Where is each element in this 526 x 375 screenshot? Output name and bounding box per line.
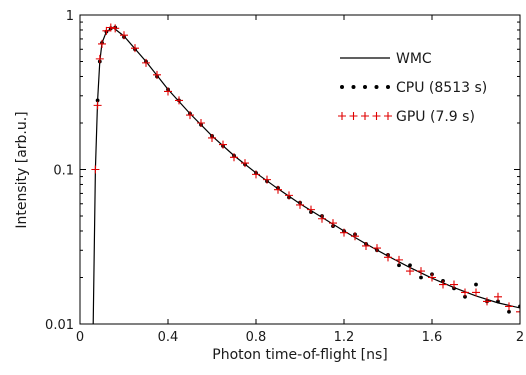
gpu-point (91, 165, 100, 174)
legend-dot-marker (386, 85, 390, 89)
gpu-point (274, 185, 282, 194)
gpu-point (263, 175, 271, 184)
gpu-point (142, 58, 150, 67)
gpu-point (428, 273, 436, 282)
legend-dot-marker (351, 85, 356, 89)
gpu-point (395, 255, 403, 264)
gpu-point (175, 96, 183, 105)
x-tick-label: 0.8 (246, 330, 267, 345)
legend-label: GPU (7.9 s) (396, 109, 475, 125)
gpu-point (93, 101, 102, 110)
gpu-point (439, 280, 447, 289)
cpu-point (507, 309, 511, 314)
gpu-point (494, 292, 502, 301)
legend-plus-marker (349, 112, 358, 120)
gpu-point (406, 267, 414, 276)
cpu-point (408, 263, 412, 268)
legend: WMC CPU (8513 s) GPU (7.9 s) (338, 51, 487, 125)
legend-entry-0: WMC (340, 51, 432, 67)
gpu-point (318, 214, 326, 223)
gpu-point (164, 87, 172, 96)
gpu-point (197, 118, 205, 127)
gpu-point (505, 302, 513, 311)
gpu-point (98, 39, 106, 48)
gpu-point (219, 140, 227, 149)
y-tick-label: 0.1 (53, 164, 74, 179)
y-tick-label: 1 (66, 9, 74, 24)
cpu-point (95, 98, 100, 103)
gpu-point (340, 228, 348, 237)
cpu-point (463, 294, 467, 299)
x-tick-label: 2 (516, 330, 524, 345)
gpu-point (230, 153, 238, 162)
data-layer (91, 23, 520, 324)
legend-plus-marker (361, 112, 369, 120)
cpu-point (397, 263, 401, 268)
legend-dot-marker (363, 85, 367, 89)
gpu-point (131, 44, 139, 53)
gpu-point (186, 111, 194, 120)
gpu-point (102, 26, 111, 35)
gpu-point (329, 219, 337, 228)
x-tick-label: 0 (76, 330, 84, 345)
legend-entry-1: CPU (8513 s) (340, 80, 487, 96)
gpu-point (417, 267, 425, 276)
gpu-point (483, 297, 491, 306)
gpu-point (120, 31, 128, 40)
gpu-point (252, 170, 260, 179)
x-tick-label: 1.6 (422, 330, 443, 345)
gpu-point (307, 205, 315, 214)
axes: 0 0.4 0.8 1.2 1.6 2 0.01 0.1 1 (45, 9, 524, 345)
legend-plus-marker (372, 112, 381, 120)
gpu-point (450, 280, 458, 289)
cpu-point (474, 282, 478, 287)
gpu-point (285, 191, 293, 200)
series-2 (91, 23, 520, 316)
gpu-point (296, 200, 304, 209)
legend-dot-marker (374, 85, 379, 89)
legend-dot-marker (340, 85, 344, 89)
legend-entry-2: GPU (7.9 s) (338, 109, 475, 125)
gpu-point (384, 253, 392, 262)
legend-plus-marker (338, 112, 346, 120)
legend-plus-marker (384, 112, 392, 120)
y-axis-title: Intensity [arb.u.] (14, 111, 30, 228)
gpu-point (111, 24, 120, 33)
gpu-point (241, 159, 249, 168)
gpu-point (208, 133, 216, 142)
gpu-point (106, 23, 115, 32)
y-tick-label: 0.01 (45, 318, 74, 333)
cpu-point (496, 299, 500, 304)
x-tick-label: 1.2 (334, 330, 355, 345)
gpu-point (461, 288, 469, 297)
x-tick-label: 0.4 (158, 330, 179, 345)
gpu-point (95, 54, 104, 63)
gpu-point (362, 241, 370, 250)
cpu-point (419, 275, 423, 280)
series-1 (95, 25, 520, 314)
gpu-point (516, 307, 520, 316)
gpu-point (153, 70, 161, 79)
gpu-point (351, 232, 359, 241)
legend-label: CPU (8513 s) (396, 80, 487, 96)
gpu-point (472, 288, 480, 297)
legend-label: WMC (396, 51, 432, 67)
gpu-point (373, 244, 381, 253)
x-axis-title: Photon time-of-flight [ns] (212, 347, 387, 363)
